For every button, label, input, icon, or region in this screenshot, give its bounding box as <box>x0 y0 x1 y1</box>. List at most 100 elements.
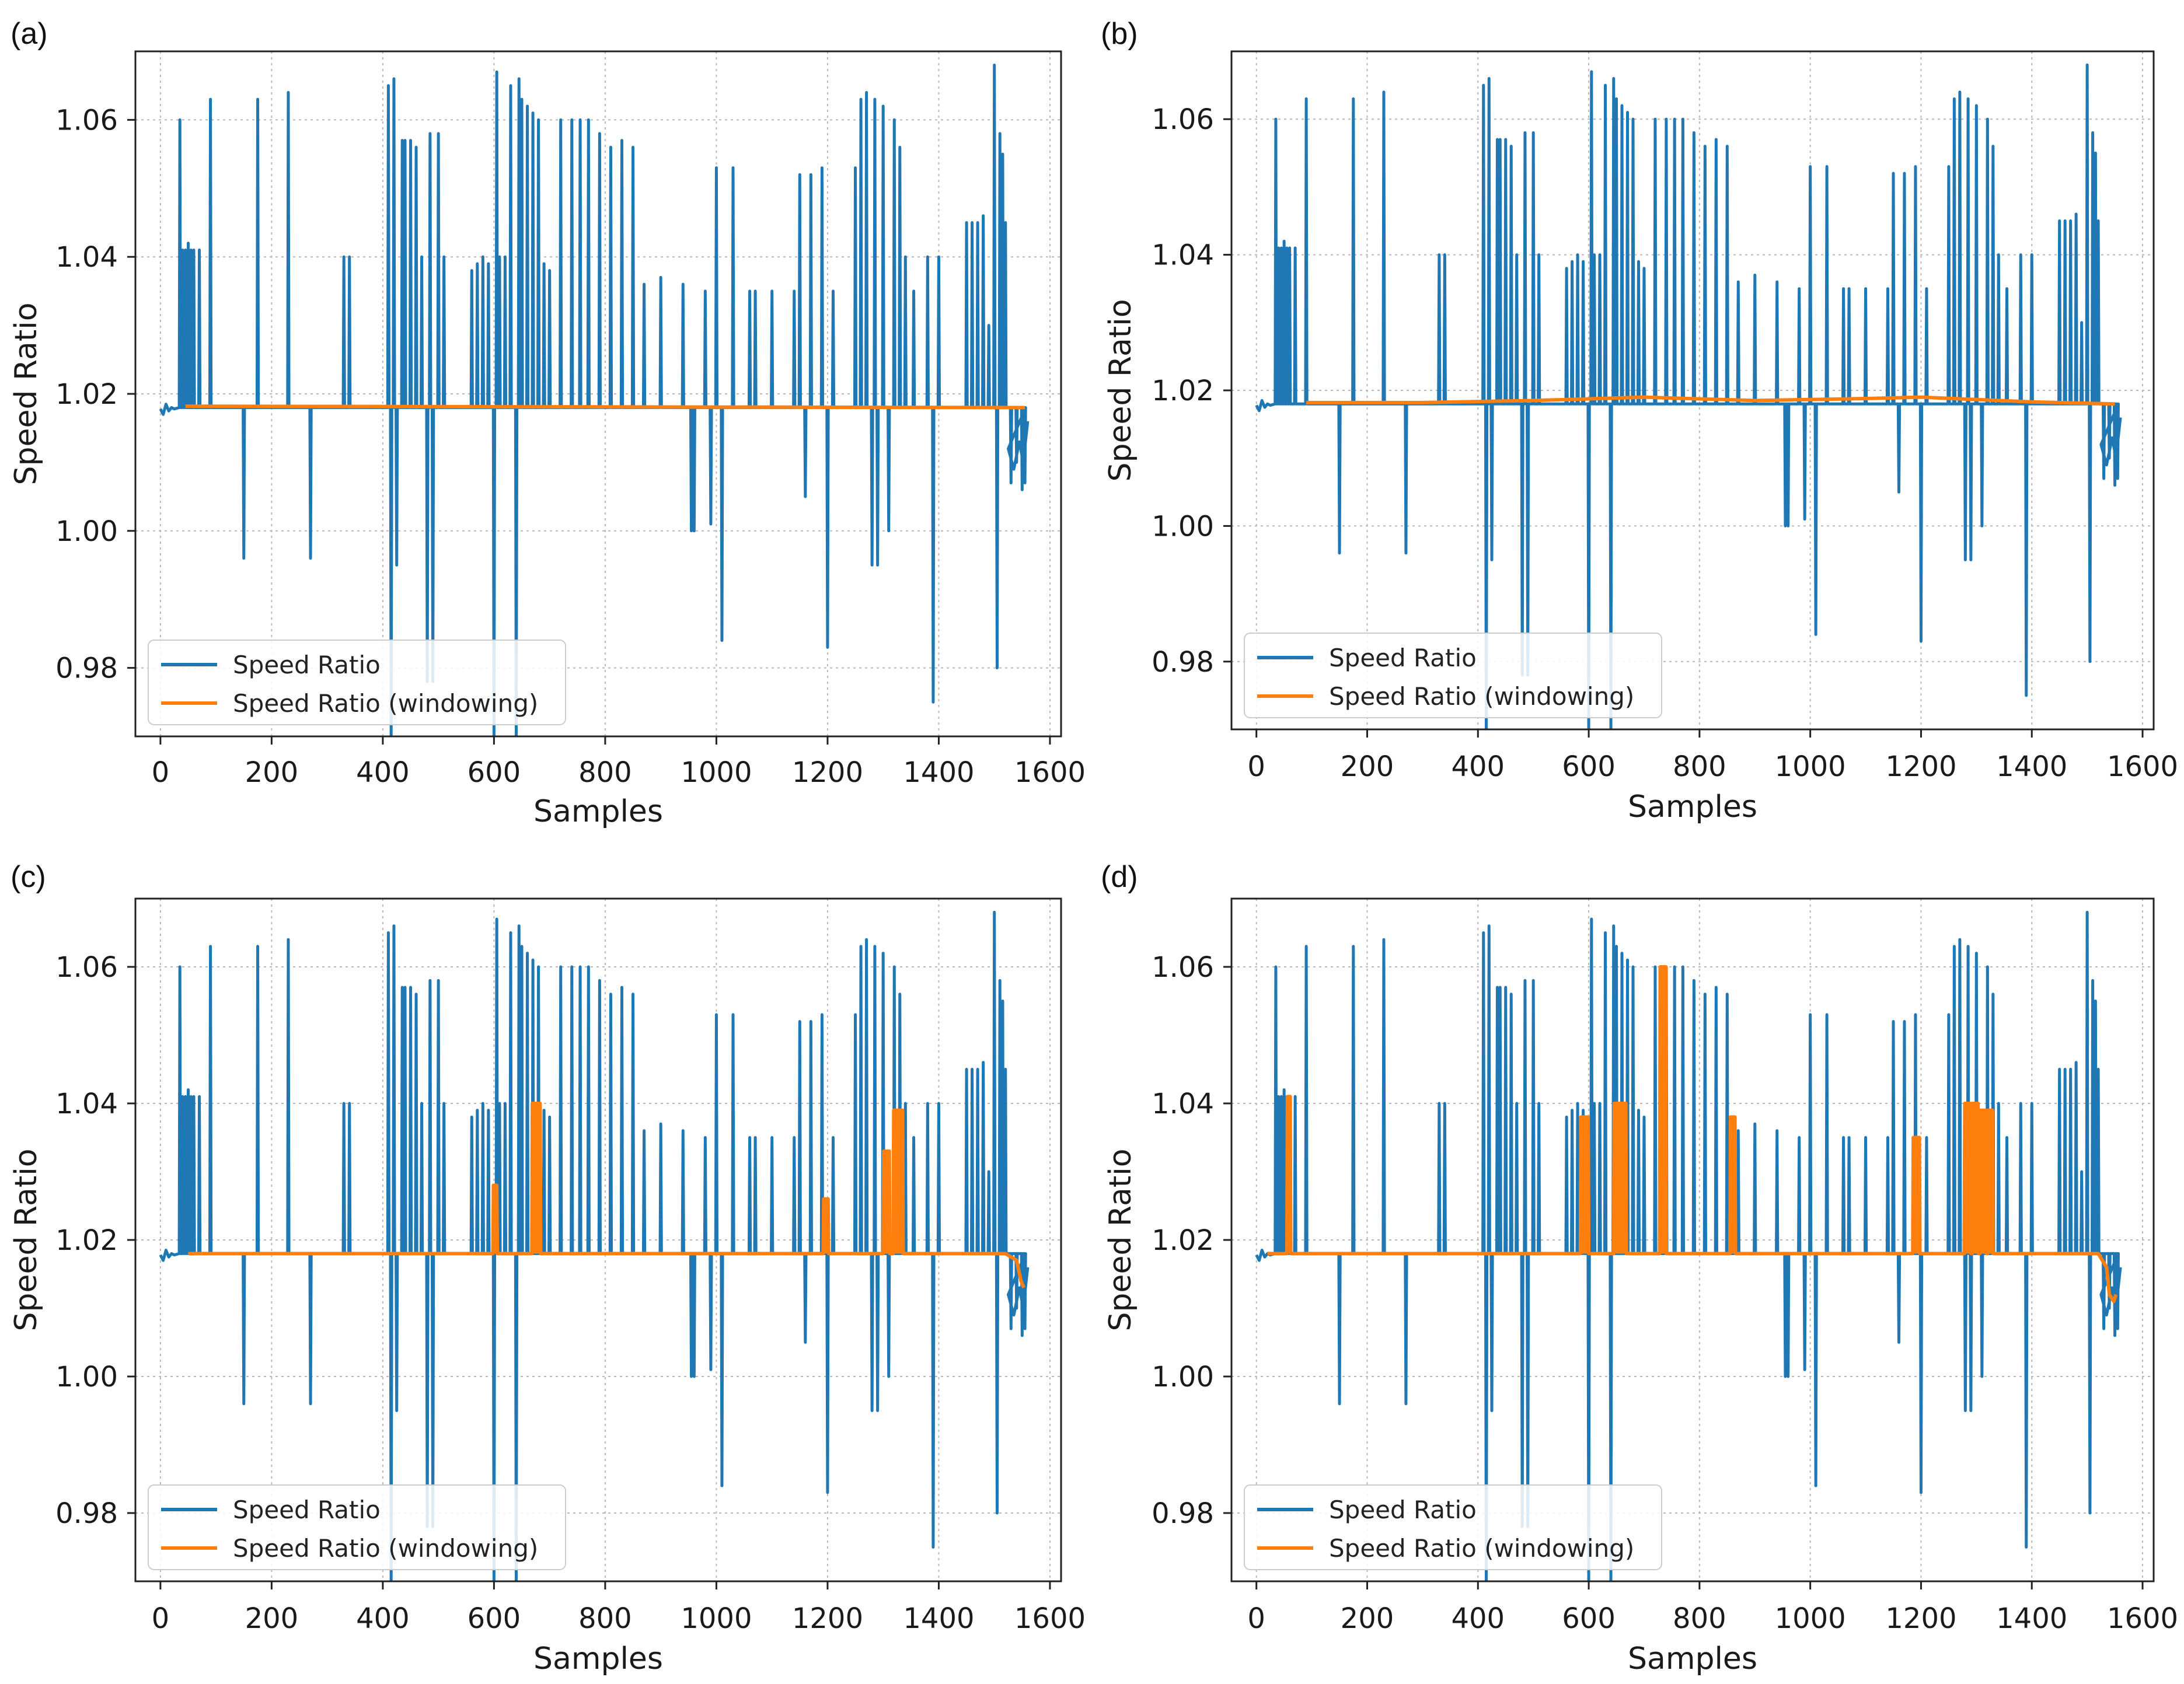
legend: Speed Ratio Speed Ratio (windowing) <box>148 640 566 725</box>
windowing-block <box>532 1103 540 1254</box>
y-tick-label: 0.98 <box>55 1497 118 1530</box>
x-tick-label: 800 <box>578 1602 632 1635</box>
legend-box <box>1244 1484 1662 1570</box>
y-axis-title: Speed Ratio <box>1103 299 1138 481</box>
x-tick-label: 1600 <box>2107 750 2178 783</box>
x-tick-label: 800 <box>578 756 632 789</box>
y-tick-label: 1.04 <box>55 241 118 274</box>
y-tick-label: 1.00 <box>1152 510 1214 543</box>
y-tick-label: 1.02 <box>1152 1224 1214 1257</box>
windowing-block <box>1731 1117 1735 1254</box>
x-tick-label: 200 <box>1341 750 1394 783</box>
x-tick-label: 1000 <box>1775 750 1846 783</box>
y-tick-label: 1.00 <box>55 515 118 548</box>
legend-box <box>1244 633 1662 718</box>
legend-entry: Speed Ratio (windowing) <box>1329 1534 1634 1563</box>
x-tick-label: 0 <box>1247 1602 1265 1635</box>
x-axis-title: Samples <box>533 794 663 829</box>
x-tick-label: 800 <box>1673 1602 1726 1635</box>
legend: Speed Ratio Speed Ratio (windowing) <box>1244 633 1662 718</box>
x-tick-label: 0 <box>152 756 170 789</box>
x-tick-label: 600 <box>1562 750 1616 783</box>
y-tick-label: 1.06 <box>55 104 118 137</box>
x-tick-label: 1200 <box>792 1602 863 1635</box>
windowing-block <box>1988 1110 1993 1254</box>
legend: Speed Ratio Speed Ratio (windowing) <box>148 1484 566 1570</box>
panel-label: (a) <box>11 17 48 51</box>
x-tick-label: 200 <box>1341 1602 1394 1635</box>
x-tick-label: 1400 <box>903 1602 974 1635</box>
x-tick-label: 1000 <box>1775 1602 1846 1635</box>
x-axis-title: Samples <box>533 1641 663 1676</box>
x-tick-label: 1000 <box>681 1602 752 1635</box>
chart-panel-0: (a) 0 200 400 600 800 1000 1200 1400 1600 0.98 1.00… <box>9 17 1086 829</box>
x-tick-label: 0 <box>152 1602 170 1635</box>
x-tick-label: 800 <box>1673 750 1726 783</box>
plot-area <box>159 63 1030 736</box>
x-tick-label: 600 <box>467 1602 521 1635</box>
plot-area <box>1255 63 2122 729</box>
x-tick-label: 1400 <box>1996 1602 2067 1635</box>
y-tick-label: 1.04 <box>55 1088 118 1120</box>
y-tick-label: 1.00 <box>1152 1361 1214 1393</box>
chart-panel-1: (b) 0 200 400 600 800 1000 1200 1400 1600 0.98 1.00… <box>1101 17 2178 824</box>
y-axis-title: Speed Ratio <box>9 302 44 485</box>
x-tick-label: 200 <box>245 756 299 789</box>
windowing-block <box>894 1110 903 1254</box>
y-tick-label: 0.98 <box>1152 1497 1214 1530</box>
windowing-block <box>1581 1117 1589 1254</box>
x-tick-label: 1600 <box>1014 1602 1086 1635</box>
x-tick-label: 1200 <box>1885 1602 1956 1635</box>
y-tick-label: 1.02 <box>1152 375 1214 407</box>
y-tick-label: 1.00 <box>55 1361 118 1393</box>
windowing-block <box>1972 1103 1979 1254</box>
x-tick-label: 1600 <box>2107 1602 2178 1635</box>
x-tick-label: 400 <box>1451 1602 1505 1635</box>
legend: Speed Ratio Speed Ratio (windowing) <box>1244 1484 1662 1570</box>
y-axis-title: Speed Ratio <box>1103 1148 1138 1331</box>
windowing-block <box>493 1185 497 1254</box>
x-tick-label: 1200 <box>792 756 863 789</box>
chart-panel-2: (c) 0 200 400 600 800 1000 1200 1400 1600 0.98 1.00… <box>9 860 1086 1676</box>
legend-entry: Speed Ratio <box>1329 1496 1477 1524</box>
windowing-block <box>1614 1103 1626 1254</box>
panel-label: (b) <box>1101 17 1138 51</box>
legend-entry: Speed Ratio <box>233 1496 381 1524</box>
legend-entry: Speed Ratio (windowing) <box>233 1534 538 1563</box>
x-tick-label: 600 <box>467 756 521 789</box>
series-windowing-line <box>185 404 1025 410</box>
x-tick-label: 1400 <box>903 756 974 789</box>
x-tick-label: 400 <box>1451 750 1505 783</box>
x-tick-label: 1000 <box>681 756 752 789</box>
y-tick-label: 1.06 <box>1152 103 1214 136</box>
windowing-block <box>1913 1137 1920 1254</box>
windowing-block <box>1965 1103 1970 1254</box>
y-tick-label: 1.04 <box>1152 1088 1214 1120</box>
x-tick-label: 1200 <box>1885 750 1956 783</box>
x-tick-label: 0 <box>1247 750 1265 783</box>
chart-panel-3: (d) 0 200 400 600 800 1000 1200 1400 1600 0.98 1.00… <box>1101 860 2178 1676</box>
x-axis-title: Samples <box>1628 789 1757 824</box>
legend-entry: Speed Ratio <box>233 651 381 679</box>
y-tick-label: 0.98 <box>1152 646 1214 679</box>
windowing-block <box>1287 1096 1290 1254</box>
windowing-block <box>824 1199 828 1254</box>
y-axis-title: Speed Ratio <box>9 1148 44 1331</box>
series-speed-ratio-line <box>159 63 1030 736</box>
windowing-block <box>1660 967 1666 1254</box>
y-tick-label: 1.02 <box>55 1224 118 1257</box>
y-tick-label: 1.04 <box>1152 239 1214 272</box>
y-tick-label: 0.98 <box>55 652 118 685</box>
series-speed-ratio-line <box>1255 63 2122 729</box>
plot-area <box>159 910 1030 1581</box>
x-tick-label: 400 <box>356 756 410 789</box>
x-tick-label: 1600 <box>1014 756 1086 789</box>
x-tick-label: 400 <box>356 1602 410 1635</box>
series-windowing-line <box>1306 395 2115 406</box>
plot-area <box>1255 910 2122 1581</box>
windowing-block <box>884 1151 889 1254</box>
x-tick-label: 200 <box>245 1602 299 1635</box>
x-axis-title: Samples <box>1628 1641 1757 1676</box>
y-tick-label: 1.06 <box>55 951 118 984</box>
